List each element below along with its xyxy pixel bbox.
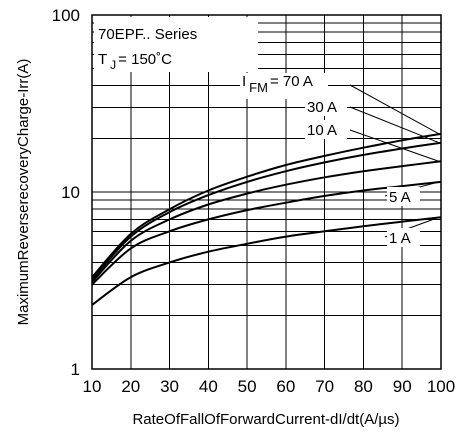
series-line-30a: [91, 141, 442, 281]
series-label-bg: [387, 228, 420, 247]
x-tick-label: 100: [427, 377, 455, 396]
y-tick-label: 1: [71, 360, 80, 379]
series-label-70a: I FM = 70 A: [242, 73, 313, 95]
series-labels: I FM = 70 A 30 A 10 A 5 A 1 A: [240, 73, 420, 247]
x-tick-label: 80: [354, 377, 373, 396]
plot-frame: [91, 14, 442, 370]
series-label-10a: 10 A: [307, 122, 337, 139]
x-axis-title: RateOfFallOfForwardCurrent-dI/dt(A/µs): [132, 411, 399, 428]
leader-line-10a: [349, 129, 440, 162]
x-tick-label: 10: [83, 377, 102, 396]
x-tick-label: 20: [121, 377, 140, 396]
x-tick-label: 40: [199, 377, 218, 396]
series-line-1a: [91, 216, 442, 306]
series-label-30a: 30 A: [307, 99, 337, 116]
series-label-bg: [240, 73, 328, 99]
series-line-5a: [91, 180, 442, 286]
leader-line-70a: [349, 84, 440, 135]
legend-box: [94, 17, 258, 72]
junction-temp-text: T J = 150˚C: [98, 51, 172, 72]
leader-line-30a: [349, 106, 440, 144]
series-label-bg: [305, 120, 347, 139]
data-curves: [91, 132, 442, 306]
series-name-text: 70EPF.. Series: [98, 26, 197, 43]
x-tick-label: 30: [160, 377, 179, 396]
x-tick-label: 60: [276, 377, 295, 396]
series-line-70a: [91, 132, 442, 278]
series-line-10a: [91, 160, 442, 283]
series-label-bg: [305, 97, 347, 116]
y-tick-label: 100: [52, 6, 80, 25]
y-axis-title: MaximumReverserecoveryCharge-Irr(A): [15, 59, 32, 326]
x-tick-label: 70: [315, 377, 334, 396]
x-tick-label: 50: [238, 377, 257, 396]
x-tick-label: 90: [393, 377, 412, 396]
series-label-bg: [387, 187, 420, 206]
series-label-5a: 5 A: [389, 189, 411, 206]
y-tick-label: 10: [61, 183, 80, 202]
series-label-1a: 1 A: [389, 230, 411, 247]
